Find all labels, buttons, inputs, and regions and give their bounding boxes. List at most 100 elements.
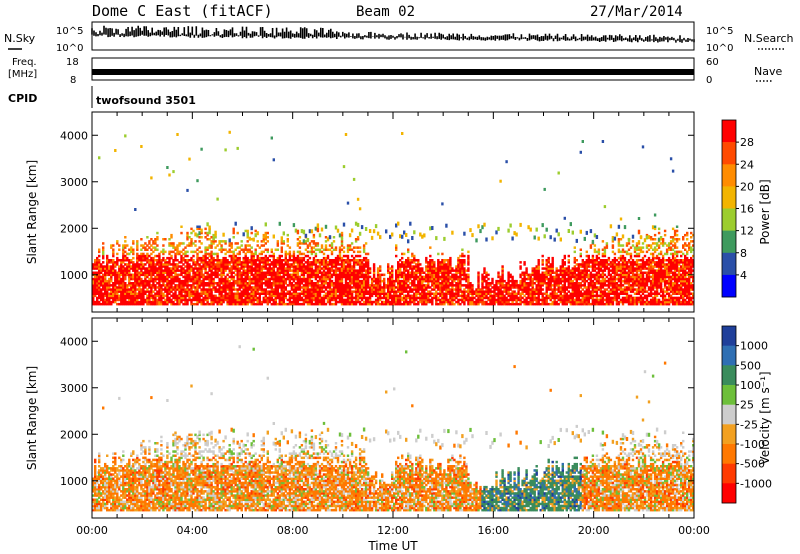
data-cell [126, 269, 129, 272]
data-cell [150, 269, 153, 272]
data-cell [336, 228, 340, 233]
data-cell [379, 265, 382, 268]
data-cell [523, 261, 526, 264]
data-cell [114, 298, 117, 302]
data-cell [535, 227, 538, 232]
data-cell [495, 230, 498, 235]
data-cell [160, 292, 163, 295]
data-cell [144, 286, 147, 289]
data-cell [128, 294, 131, 298]
data-cell [114, 300, 117, 304]
data-cell [156, 271, 159, 274]
data-cell [100, 265, 103, 268]
data-cell [150, 273, 153, 277]
data-cell [98, 261, 101, 264]
data-cell [168, 273, 171, 277]
data-cell [485, 237, 488, 242]
data-cell [134, 296, 137, 300]
data-cell [401, 234, 404, 239]
data-cell [100, 269, 103, 272]
data-cell [156, 269, 159, 272]
data-cell [356, 197, 360, 201]
data-cell [92, 292, 95, 295]
data-cell [122, 250, 125, 254]
data-cell [112, 288, 115, 291]
data-cell [156, 292, 159, 295]
data-cell [152, 240, 155, 243]
data-cell [124, 240, 127, 243]
data-cell [120, 269, 123, 272]
data-cell [130, 282, 133, 285]
data-cell [144, 290, 147, 293]
data-cell [154, 279, 157, 283]
data-cell [130, 290, 133, 293]
data-cell [567, 259, 570, 262]
data-cell [106, 284, 109, 287]
data-cell [322, 252, 326, 256]
data-cell [100, 292, 103, 295]
data-cell [286, 284, 289, 287]
data-cell [162, 302, 165, 306]
data-cell [164, 284, 167, 287]
data-cell [178, 284, 181, 287]
data-cell [168, 261, 171, 264]
nsky-label: N.Sky [4, 32, 36, 45]
data-cell [134, 298, 137, 302]
data-cell [158, 296, 161, 300]
data-cell [280, 236, 283, 241]
data-cell [138, 300, 141, 304]
data-cell [122, 246, 125, 249]
data-cell [128, 290, 131, 293]
data-cell [140, 267, 143, 270]
data-cell [124, 284, 127, 287]
data-cell [144, 242, 147, 245]
data-cell [142, 296, 145, 300]
data-cell [443, 236, 446, 241]
data-cell [98, 275, 101, 279]
data-cell [172, 275, 175, 279]
data-cell [280, 254, 283, 258]
data-cell [126, 267, 129, 270]
data-cell [96, 256, 99, 260]
data-cell [166, 296, 169, 300]
data-cell [102, 288, 105, 291]
data-cell [96, 265, 99, 268]
data-cell [98, 282, 101, 285]
data-cell [136, 302, 139, 306]
data-cell [172, 302, 175, 306]
data-cell [256, 244, 259, 247]
data-cell [92, 286, 95, 289]
data-cell [104, 290, 107, 293]
data-cell [120, 286, 123, 289]
data-cell [154, 263, 157, 266]
data-cell [140, 298, 143, 302]
data-cell [136, 284, 139, 287]
data-cell [94, 292, 97, 295]
data-cell [266, 248, 269, 251]
data-cell [200, 147, 203, 151]
data-cell [164, 298, 167, 302]
data-cell [429, 246, 432, 249]
data-cell [172, 292, 175, 295]
data-cell [401, 256, 404, 260]
data-cell [150, 252, 153, 256]
data-cell [174, 259, 177, 262]
data-cell [162, 250, 165, 254]
data-cell [140, 302, 143, 306]
data-cell [110, 269, 113, 272]
data-cell [126, 263, 129, 266]
data-cell [196, 233, 199, 238]
data-cell [374, 224, 378, 229]
data-cell [124, 296, 127, 300]
data-cell [372, 263, 376, 266]
data-cell [467, 254, 470, 258]
data-cell [292, 250, 296, 254]
data-cell [102, 273, 105, 277]
data-cell [124, 298, 127, 302]
data-cell [110, 288, 113, 291]
data-cell [114, 263, 117, 266]
data-cell [134, 269, 137, 272]
data-cell [108, 300, 111, 304]
data-cell [166, 292, 169, 295]
